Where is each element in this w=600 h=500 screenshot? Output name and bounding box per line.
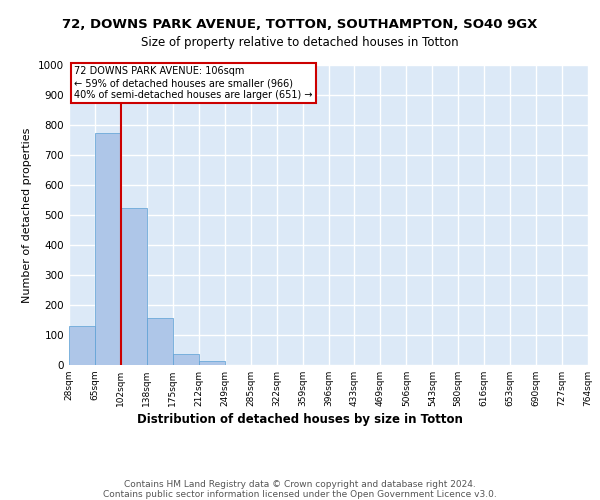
Text: Distribution of detached houses by size in Totton: Distribution of detached houses by size … (137, 412, 463, 426)
Bar (121, 208, 147, 365)
Bar (147, 318, 173, 365)
Text: Size of property relative to detached houses in Totton: Size of property relative to detached ho… (141, 36, 459, 49)
Bar (199, 361, 224, 365)
Text: Contains HM Land Registry data © Crown copyright and database right 2024.
Contai: Contains HM Land Registry data © Crown c… (103, 480, 497, 499)
Text: 72, DOWNS PARK AVENUE, TOTTON, SOUTHAMPTON, SO40 9GX: 72, DOWNS PARK AVENUE, TOTTON, SOUTHAMPT… (62, 18, 538, 30)
Bar (69, 326, 95, 365)
Bar (173, 354, 199, 365)
Text: 72 DOWNS PARK AVENUE: 106sqm
← 59% of detached houses are smaller (966)
40% of s: 72 DOWNS PARK AVENUE: 106sqm ← 59% of de… (74, 66, 313, 100)
Bar (95, 132, 121, 365)
Y-axis label: Number of detached properties: Number of detached properties (22, 128, 32, 302)
